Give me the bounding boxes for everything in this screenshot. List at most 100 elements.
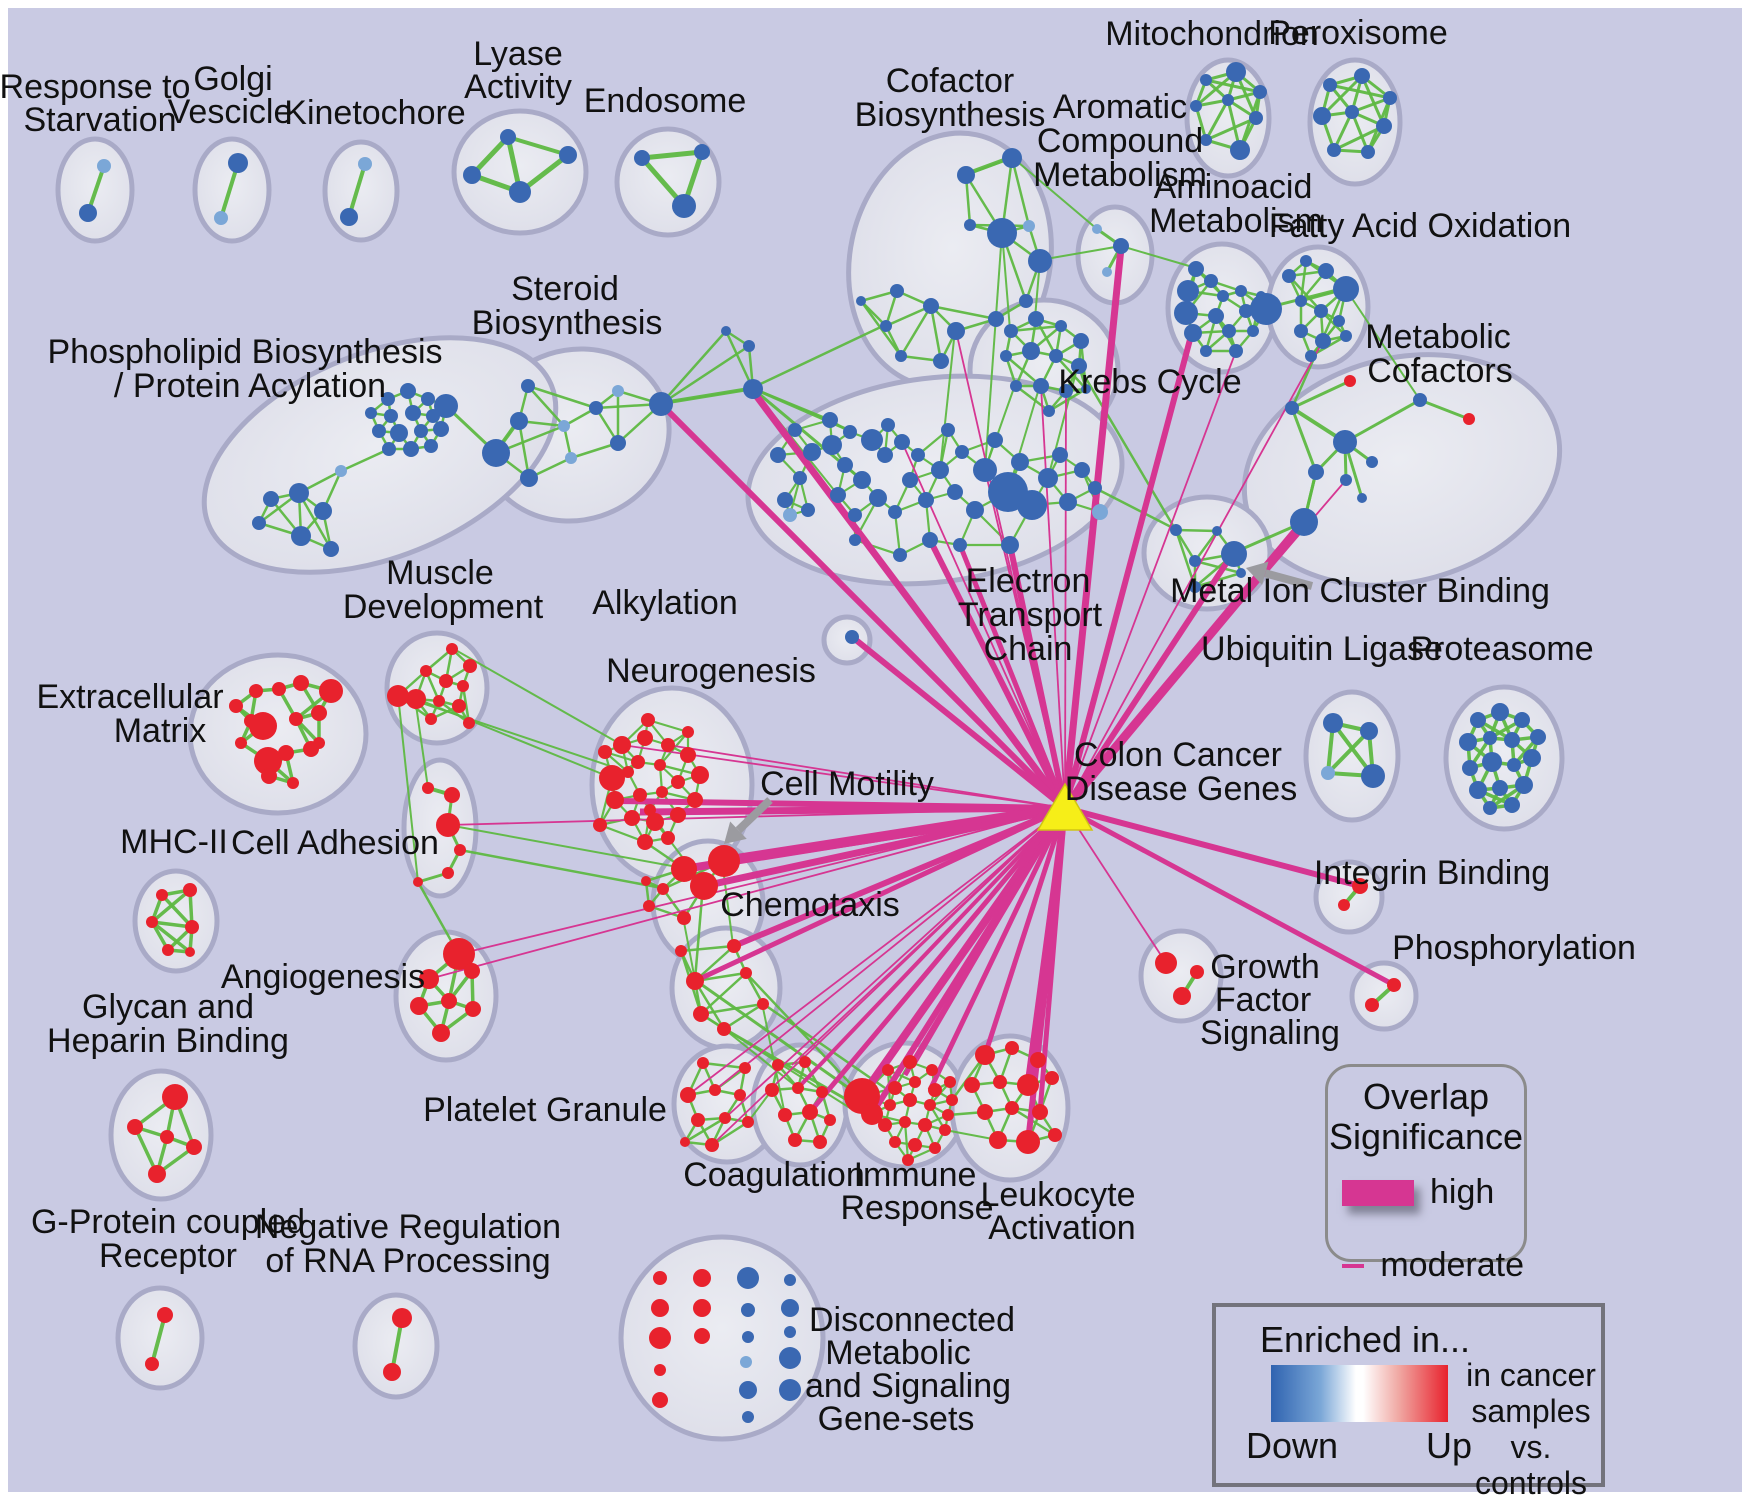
gene-set-node xyxy=(372,424,386,438)
gene-set-node xyxy=(882,1064,894,1076)
gene-set-node xyxy=(781,1299,799,1317)
gene-set-node xyxy=(1212,526,1222,536)
gene-set-node xyxy=(801,503,815,517)
gene-set-node xyxy=(1222,94,1234,106)
gene-set-node xyxy=(422,782,434,794)
gene-set-node xyxy=(884,1099,896,1111)
cluster-label-muscle-development: Development xyxy=(343,588,544,626)
overlap-edge-moderate xyxy=(711,807,1066,973)
gene-set-node xyxy=(1002,148,1022,168)
gene-set-node xyxy=(902,1154,914,1166)
cluster-mhc-ii xyxy=(132,868,220,974)
gene-set-node xyxy=(433,421,449,437)
gene-set-node xyxy=(1010,380,1022,392)
gene-set-node xyxy=(509,181,531,203)
gene-set-node xyxy=(1413,393,1427,407)
cluster-label-metal-ion-cluster-binding: Metal Ion Cluster Binding xyxy=(1170,572,1550,610)
gene-set-node xyxy=(657,883,669,895)
gene-set-node xyxy=(953,538,967,552)
gene-set-node xyxy=(845,630,859,644)
gene-set-node xyxy=(922,532,938,548)
gene-set-node xyxy=(1022,342,1040,360)
gene-set-node xyxy=(708,845,740,877)
gene-set-node xyxy=(856,296,866,306)
cluster-label-aromatic-compound-metabolism: Aromatic xyxy=(1053,88,1187,126)
gene-set-node xyxy=(1308,464,1324,480)
co-membership-edge xyxy=(751,386,831,422)
gene-set-node xyxy=(649,1327,671,1349)
gene-set-node xyxy=(442,867,454,879)
gene-set-node xyxy=(1282,269,1296,283)
cluster-label-extracellular-matrix: Matrix xyxy=(114,712,207,750)
gene-set-node xyxy=(463,659,477,673)
gene-set-node xyxy=(97,159,111,173)
gene-set-node xyxy=(1048,1128,1062,1142)
gene-set-node xyxy=(784,1274,796,1286)
overlap-edge-moderate xyxy=(1064,390,1067,809)
cluster-golgi-vescicle xyxy=(192,136,272,244)
gene-set-node xyxy=(641,876,651,886)
gene-set-node xyxy=(500,129,516,145)
gene-set-node xyxy=(1204,274,1218,288)
gene-set-node xyxy=(837,457,853,473)
cluster-disconnected-gene-sets xyxy=(618,1234,826,1442)
co-membership-edge xyxy=(414,697,429,789)
gene-set-node xyxy=(1032,1104,1048,1120)
gene-set-node xyxy=(1092,504,1108,520)
gene-set-node xyxy=(654,1364,666,1376)
gene-set-node xyxy=(637,834,653,850)
co-membership-edge xyxy=(761,1002,786,1116)
co-membership-edge xyxy=(1015,385,1050,412)
co-membership-edge xyxy=(711,1120,749,1147)
gene-set-node xyxy=(1028,249,1052,273)
enrichment-color-scale xyxy=(1271,1365,1448,1422)
co-membership-edge xyxy=(527,385,565,427)
gene-set-node xyxy=(1483,731,1497,745)
gene-set-node xyxy=(1200,134,1212,146)
cluster-label-proteasome: Proteasome xyxy=(1410,630,1593,668)
gene-set-node xyxy=(289,712,303,726)
gene-set-node xyxy=(939,1124,951,1136)
gene-set-node xyxy=(1049,349,1063,363)
gene-set-node xyxy=(454,844,466,856)
gene-set-node xyxy=(757,998,769,1010)
gene-set-node xyxy=(646,813,664,831)
co-membership-edge xyxy=(751,323,886,390)
cluster-label-muscle-development: Muscle xyxy=(386,554,494,592)
gene-set-node xyxy=(229,699,243,713)
co-membership-edge xyxy=(1175,528,1218,533)
overlap-edge-high xyxy=(927,806,1068,1092)
gene-set-node xyxy=(381,392,395,406)
co-membership-edge xyxy=(984,231,1003,471)
gene-set-node xyxy=(1174,301,1198,325)
gene-set-node xyxy=(964,219,976,231)
gene-set-node xyxy=(670,807,686,823)
gene-set-node xyxy=(777,492,793,508)
gene-set-node xyxy=(765,1083,779,1097)
gene-set-node xyxy=(926,1064,938,1076)
gene-set-node xyxy=(254,747,282,775)
cluster-label-aminoacid-metabolism: Aminoacid xyxy=(1154,168,1313,206)
gene-set-node xyxy=(1314,304,1328,318)
cluster-label-steroid-biosynthesis: Steroid xyxy=(511,270,619,308)
cluster-label-negative-regulation-rna: of RNA Processing xyxy=(265,1242,550,1280)
gene-set-node xyxy=(1188,261,1204,277)
gene-set-node xyxy=(1253,85,1267,99)
co-membership-edge xyxy=(899,305,933,357)
gene-set-node xyxy=(633,788,647,802)
gene-set-node xyxy=(989,1131,1007,1149)
gene-set-node xyxy=(923,298,939,314)
gene-set-node xyxy=(1200,345,1212,357)
co-membership-edge xyxy=(684,1116,726,1144)
gene-set-node xyxy=(788,423,802,437)
gene-set-node xyxy=(183,883,197,897)
gene-set-node xyxy=(911,448,925,462)
gene-set-node xyxy=(909,1076,921,1088)
gene-set-node xyxy=(929,1142,941,1154)
co-membership-edge xyxy=(599,823,646,844)
gene-set-node xyxy=(1052,447,1068,463)
gene-set-node xyxy=(1333,430,1357,454)
gene-set-node xyxy=(1459,733,1477,751)
cluster-label-angiogenesis: Angiogenesis xyxy=(221,958,425,996)
